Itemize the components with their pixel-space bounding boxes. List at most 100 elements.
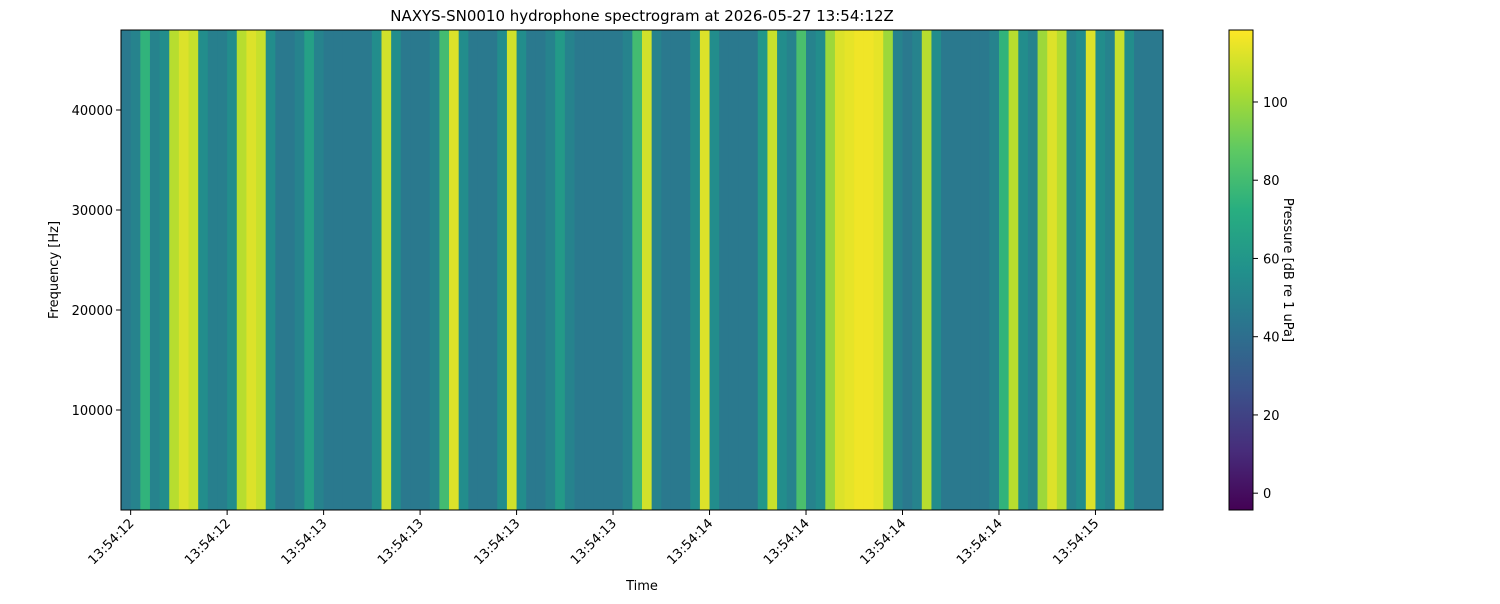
- spectrogram-cell: [535, 30, 547, 510]
- spectrogram-cell: [1124, 30, 1135, 510]
- spectrogram-cell: [661, 30, 672, 510]
- spectrogram-cell: [902, 30, 913, 510]
- spectrogram-cell: [1095, 30, 1106, 510]
- spectrogram-cell: [1076, 30, 1087, 510]
- spectrogram-cell: [854, 30, 865, 510]
- spectrogram-cell: [593, 30, 605, 510]
- colorbar-tick-label: 80: [1263, 174, 1280, 189]
- spectrogram-cell: [439, 30, 450, 510]
- spectrogram-cell: [352, 30, 363, 510]
- spectrogram-cell: [1105, 30, 1116, 510]
- spectrogram-cell: [497, 30, 508, 510]
- x-tick-label: 13:54:13: [472, 516, 524, 568]
- spectrogram-cell: [198, 30, 209, 510]
- spectrogram-cell: [121, 30, 132, 510]
- spectrogram-cell: [169, 30, 180, 510]
- spectrogram-cell: [709, 30, 720, 510]
- spectrogram-cell: [217, 30, 228, 510]
- spectrogram-cell: [1047, 30, 1058, 510]
- spectrogram-cell: [236, 30, 248, 510]
- spectrogram-cell: [256, 30, 267, 510]
- spectrogram-cell: [1027, 30, 1039, 510]
- spectrogram-cell: [227, 30, 238, 510]
- spectrogram-cell: [767, 30, 778, 510]
- spectrogram-cell: [362, 30, 373, 510]
- spectrogram-cell: [979, 30, 990, 510]
- spectrogram-cell: [574, 30, 585, 510]
- spectrogram-cell: [1037, 30, 1048, 510]
- spectrogram-cell: [149, 30, 161, 510]
- spectrogram-cell: [304, 30, 315, 510]
- spectrogram-cell: [1018, 30, 1029, 510]
- spectrogram-cell: [1008, 30, 1019, 510]
- spectrogram-cell: [941, 30, 952, 510]
- spectrogram-cell: [391, 30, 402, 510]
- spectrogram-cell: [1056, 30, 1068, 510]
- spectrogram-cell: [564, 30, 576, 510]
- spectrogram-cell: [1143, 30, 1154, 510]
- spectrogram-cell: [449, 30, 460, 510]
- spectrogram-cell: [806, 30, 817, 510]
- spectrogram-cell: [371, 30, 383, 510]
- spectrogram-cell: [275, 30, 286, 510]
- spectrogram-cell: [477, 30, 489, 510]
- spectrogram-cell: [487, 30, 498, 510]
- spectrogram-cell: [140, 30, 151, 510]
- spectrogram-cell: [381, 30, 392, 510]
- spectrogram-cell: [786, 30, 797, 510]
- spectrogram-cell: [410, 30, 421, 510]
- y-tick-label: 30000: [72, 204, 113, 219]
- spectrogram-cell: [690, 30, 701, 510]
- spectrogram-cell: [834, 30, 846, 510]
- spectrogram-cell: [1134, 30, 1145, 510]
- colorbar: [1228, 29, 1254, 511]
- spectrogram-cell: [738, 30, 749, 510]
- spectrogram-cell: [863, 30, 875, 510]
- spectrogram-cell: [632, 30, 643, 510]
- x-tick-label: 13:54:13: [375, 516, 427, 568]
- spectrogram-cell: [429, 30, 440, 510]
- colorbar-label: Pressure [dB re 1 uPa]: [1280, 198, 1295, 342]
- x-axis-label: Time: [625, 579, 658, 594]
- spectrogram-cell: [1066, 30, 1077, 510]
- spectrogram-cell: [883, 30, 894, 510]
- x-tick-label: 13:54:12: [182, 516, 234, 568]
- spectrogram-cell: [207, 30, 219, 510]
- colorbar-tick-label: 60: [1263, 252, 1280, 267]
- y-tick-label: 40000: [72, 104, 113, 119]
- spectrogram-cell: [506, 30, 518, 510]
- spectrogram-cell: [670, 30, 682, 510]
- y-tick-label: 20000: [72, 304, 113, 319]
- spectrogram-cell: [757, 30, 769, 510]
- spectrogram-cell: [989, 30, 1000, 510]
- x-tick-label: 13:54:14: [954, 516, 1006, 568]
- spectrogram-cell: [516, 30, 527, 510]
- spectrogram-cell: [796, 30, 807, 510]
- spectrogram-cell: [873, 30, 884, 510]
- spectrogram-cell: [555, 30, 566, 510]
- spectrogram-cell: [642, 30, 653, 510]
- spectrogram-cell: [728, 30, 740, 510]
- spectrogram-cell: [844, 30, 855, 510]
- spectrogram-cell: [130, 30, 141, 510]
- x-tick-label: 13:54:12: [86, 516, 138, 568]
- y-tick-label: 10000: [72, 404, 113, 419]
- chart-title: NAXYS-SN0010 hydrophone spectrogram at 2…: [390, 7, 894, 25]
- spectrogram-cell: [1114, 30, 1126, 510]
- spectrogram-cell: [342, 30, 354, 510]
- x-tick-label: 13:54:13: [279, 516, 331, 568]
- spectrogram-cell: [970, 30, 981, 510]
- spectrogram-cell: [333, 30, 344, 510]
- spectrogram-cell: [950, 30, 961, 510]
- x-tick-label: 13:54:13: [568, 516, 620, 568]
- spectrogram-cell: [699, 30, 711, 510]
- colorbar-tick-label: 100: [1263, 96, 1288, 111]
- spectrogram-cell: [613, 30, 624, 510]
- spectrogram-cell: [931, 30, 942, 510]
- colorbar-tick-label: 0: [1263, 487, 1271, 502]
- spectrogram-cell: [178, 30, 190, 510]
- spectrogram-cell: [1153, 30, 1164, 510]
- spectrogram-cell: [651, 30, 662, 510]
- spectrogram-cell: [912, 30, 923, 510]
